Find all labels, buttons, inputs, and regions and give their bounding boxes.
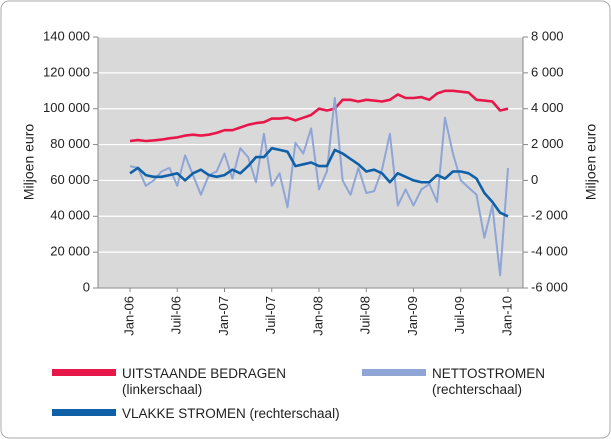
legend-label: NETTOSTROMEN (rechterschaal) [432, 366, 546, 397]
series-line [129, 97, 509, 277]
x-tick-label: Juil-08 [358, 296, 373, 334]
y2-tick-label: 6 000 [531, 64, 564, 79]
legend-swatch [362, 369, 426, 376]
legend-label: UITSTAANDE BEDRAGEN (linkerschaal) [122, 366, 287, 397]
y2-tick-label: -6 000 [531, 279, 568, 294]
y2-tick-label: 8 000 [531, 28, 564, 43]
x-tick-label: Jan-10 [499, 296, 514, 336]
legend-swatch [52, 369, 116, 376]
series-line [129, 89, 509, 143]
y-tick-label: 100 000 [43, 100, 90, 115]
x-tick-label: Jan-09 [405, 296, 420, 336]
y-tick-label: 0 [83, 279, 90, 294]
y2-tick-label: 0 [531, 172, 538, 187]
y2-tick-label: 2 000 [531, 136, 564, 151]
series-line [129, 146, 509, 218]
y-axis-label: Miljoen euro [21, 124, 37, 200]
x-tick-label: Jan-07 [216, 296, 231, 336]
y2-tick-label: -2 000 [531, 208, 568, 223]
x-tick-label: Jan-06 [121, 296, 136, 336]
legend-label: VLAKKE STROMEN (rechterschaal) [122, 406, 340, 421]
y-tick-label: 120 000 [43, 64, 90, 79]
y2-tick-label: -4 000 [531, 244, 568, 259]
x-tick-label: Juil-06 [169, 296, 184, 334]
x-tick-label: Jan-08 [310, 296, 325, 336]
x-tick-label: Juil-07 [263, 296, 278, 334]
y-tick-label: 40 000 [50, 208, 90, 223]
y-tick-label: 140 000 [43, 28, 90, 43]
y2-axis-label: Miljoen euro [583, 124, 599, 200]
legend-swatch [52, 409, 116, 416]
y2-tick-label: 4 000 [531, 100, 564, 115]
x-tick-label: Juil-09 [452, 296, 467, 334]
y-tick-label: 80 000 [50, 136, 90, 151]
y-tick-label: 60 000 [50, 172, 90, 187]
y-tick-label: 20 000 [50, 244, 90, 259]
